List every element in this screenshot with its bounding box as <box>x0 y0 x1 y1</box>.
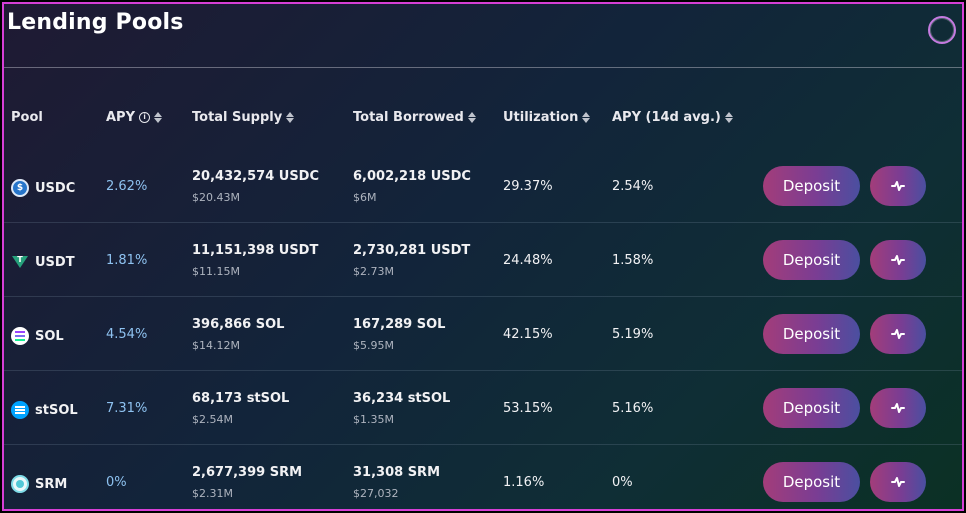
total-supply-usd: $2.54M <box>192 413 233 426</box>
table-row-usdt: USDT 1.81% 11,151,398 USDT $11.15M 2,730… <box>4 223 962 297</box>
total-borrowed-usd: $2.73M <box>353 265 394 278</box>
column-header-utilization[interactable]: Utilization <box>503 110 591 125</box>
row-divider <box>4 222 962 223</box>
total-borrowed-usd: $27,032 <box>353 487 399 500</box>
info-icon[interactable]: i <box>139 112 151 123</box>
row-divider <box>4 444 962 445</box>
pool-cell: USDT <box>11 253 75 271</box>
total-borrowed-value: 31,308 SRM <box>353 465 441 480</box>
total-supply-value: 11,151,398 USDT <box>192 243 319 258</box>
total-borrowed-usd: $6M <box>353 191 377 204</box>
sort-icon[interactable] <box>724 112 733 123</box>
column-header-total-supply-label: Total Supply <box>192 110 283 125</box>
total-borrowed-value: 6,002,218 USDC <box>353 169 471 184</box>
total-borrowed-value: 36,234 stSOL <box>353 391 451 406</box>
apy-14d-value: 2.54% <box>612 179 654 194</box>
total-supply-usd: $20.43M <box>192 191 240 204</box>
column-header-apy-14d-label: APY (14d avg.) <box>612 110 721 125</box>
header-divider <box>4 67 962 68</box>
total-borrowed-value: 2,730,281 USDT <box>353 243 471 258</box>
apy-value: 1.81% <box>106 253 148 268</box>
stsol-token-icon <box>11 401 29 419</box>
table-row-usdc: USDC 2.62% 20,432,574 USDC $20.43M 6,002… <box>4 149 962 223</box>
total-borrowed-usd: $1.35M <box>353 413 394 426</box>
activity-icon <box>891 181 905 191</box>
activity-icon <box>891 403 905 413</box>
sort-icon[interactable] <box>582 112 591 123</box>
table-row-stsol: stSOL 7.31% 68,173 stSOL $2.54M 36,234 s… <box>4 371 962 445</box>
column-header-pool-label: Pool <box>11 110 43 125</box>
column-header-apy[interactable]: APY i <box>106 110 163 125</box>
usdc-token-icon <box>11 179 29 197</box>
loading-spinner-icon <box>928 16 956 44</box>
total-supply-usd: $14.12M <box>192 339 240 352</box>
table-row-srm: SRM 0% 2,677,399 SRM $2.31M 31,308 SRM $… <box>4 445 962 509</box>
pool-name: USDT <box>35 254 75 270</box>
total-supply-usd: $2.31M <box>192 487 233 500</box>
srm-token-icon <box>11 475 29 493</box>
deposit-button[interactable]: Deposit <box>763 314 860 354</box>
table-row-sol: SOL 4.54% 396,866 SOL $14.12M 167,289 SO… <box>4 297 962 371</box>
apy-value: 2.62% <box>106 179 148 194</box>
apy-value: 0% <box>106 475 127 490</box>
apy-14d-value: 0% <box>612 475 633 490</box>
pool-name: USDC <box>35 180 76 196</box>
sol-token-icon <box>11 327 29 345</box>
utilization-value: 24.48% <box>503 253 553 268</box>
activity-icon <box>891 477 905 487</box>
activity-icon <box>891 329 905 339</box>
pool-name: stSOL <box>35 402 78 418</box>
sort-icon[interactable] <box>154 112 163 123</box>
pool-cell: stSOL <box>11 401 78 419</box>
total-supply-value: 396,866 SOL <box>192 317 285 332</box>
column-header-total-supply[interactable]: Total Supply <box>192 110 295 125</box>
utilization-value: 42.15% <box>503 327 553 342</box>
apy-14d-value: 5.16% <box>612 401 654 416</box>
pool-name: SOL <box>35 328 64 344</box>
apy-value: 4.54% <box>106 327 148 342</box>
apy-14d-value: 5.19% <box>612 327 654 342</box>
deposit-button[interactable]: Deposit <box>763 388 860 428</box>
pool-chart-button[interactable] <box>870 166 926 206</box>
column-header-apy-14d[interactable]: APY (14d avg.) <box>612 110 733 125</box>
pool-name: SRM <box>35 476 68 492</box>
usdt-token-icon <box>11 253 29 271</box>
total-supply-value: 68,173 stSOL <box>192 391 290 406</box>
pool-cell: SRM <box>11 475 67 493</box>
utilization-value: 53.15% <box>503 401 553 416</box>
activity-icon <box>891 255 905 265</box>
column-header-apy-label: APY <box>106 110 136 125</box>
pool-chart-button[interactable] <box>870 240 926 280</box>
page-title: Lending Pools <box>7 10 184 35</box>
sort-icon[interactable] <box>467 112 476 123</box>
pool-chart-button[interactable] <box>870 462 926 502</box>
utilization-value: 29.37% <box>503 179 553 194</box>
apy-value: 7.31% <box>106 401 148 416</box>
deposit-button[interactable]: Deposit <box>763 240 860 280</box>
total-supply-value: 2,677,399 SRM <box>192 465 303 480</box>
pool-cell: SOL <box>11 327 64 345</box>
apy-14d-value: 1.58% <box>612 253 654 268</box>
deposit-button[interactable]: Deposit <box>763 462 860 502</box>
pool-cell: USDC <box>11 179 75 197</box>
row-divider <box>4 370 962 371</box>
sort-icon[interactable] <box>286 112 295 123</box>
row-divider <box>4 296 962 297</box>
pool-chart-button[interactable] <box>870 314 926 354</box>
total-borrowed-value: 167,289 SOL <box>353 317 446 332</box>
column-header-pool: Pool <box>11 110 43 125</box>
deposit-button[interactable]: Deposit <box>763 166 860 206</box>
total-supply-value: 20,432,574 USDC <box>192 169 320 184</box>
column-header-utilization-label: Utilization <box>503 110 579 125</box>
pool-chart-button[interactable] <box>870 388 926 428</box>
column-header-total-borrowed-label: Total Borrowed <box>353 110 464 125</box>
total-supply-usd: $11.15M <box>192 265 240 278</box>
total-borrowed-usd: $5.95M <box>353 339 394 352</box>
column-header-total-borrowed[interactable]: Total Borrowed <box>353 110 476 125</box>
utilization-value: 1.16% <box>503 475 545 490</box>
